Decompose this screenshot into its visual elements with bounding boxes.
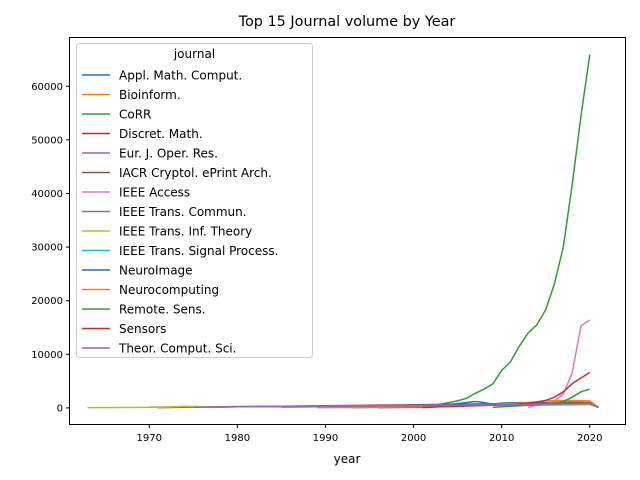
x-tick-label: 1990 bbox=[313, 433, 338, 444]
y-tick-label: 0 bbox=[57, 403, 63, 414]
y-axis-ticks: 0 10000 20000 30000 40000 50000 60000 bbox=[31, 82, 70, 414]
legend: journal Appl. Math. Comput. Bioinform. CoR… bbox=[76, 43, 313, 358]
x-tick-label: 2020 bbox=[577, 433, 602, 444]
legend-entry-label: Bioinform. bbox=[119, 88, 181, 102]
legend-entry-label: IACR Cryptol. ePrint Arch. bbox=[119, 166, 272, 180]
legend-entry-label: Sensors bbox=[119, 322, 166, 336]
legend-entry-label: IEEE Trans. Signal Process. bbox=[119, 244, 278, 258]
y-tick-label: 30000 bbox=[31, 243, 63, 254]
legend-entry-label: Neurocomputing bbox=[119, 283, 219, 297]
y-tick-label: 40000 bbox=[31, 189, 63, 200]
legend-entry-label: Discret. Math. bbox=[119, 127, 203, 141]
x-tick-label: 1970 bbox=[137, 433, 162, 444]
legend-entry-label: IEEE Access bbox=[119, 186, 190, 200]
plot-frame bbox=[69, 37, 626, 425]
legend-entry-label: IEEE Trans. Inf. Theory bbox=[119, 225, 252, 239]
x-tick-label: 2010 bbox=[489, 433, 514, 444]
series-layer bbox=[87, 54, 600, 409]
series-line-13 bbox=[492, 388, 591, 409]
x-axis-ticks: 1970 1980 1990 2000 2010 2020 bbox=[137, 424, 602, 444]
legend-entry-label: NeuroImage bbox=[119, 264, 193, 278]
y-tick-label: 60000 bbox=[31, 82, 63, 93]
y-tick-label: 20000 bbox=[31, 296, 63, 307]
series-line-12 bbox=[316, 399, 600, 409]
series-line-14 bbox=[422, 371, 591, 409]
legend-entry-label: IEEE Trans. Commun. bbox=[119, 205, 247, 219]
legend-entry-label: CoRR bbox=[119, 108, 151, 122]
legend-entry-label: Appl. Math. Comput. bbox=[119, 69, 242, 83]
legend-entry-label: Theor. Comput. Sci. bbox=[118, 342, 236, 356]
legend-entry-label: Remote. Sens. bbox=[119, 303, 206, 317]
legend-box bbox=[76, 43, 313, 358]
y-tick-label: 50000 bbox=[31, 135, 63, 146]
x-tick-label: 2000 bbox=[401, 433, 426, 444]
series-line-15 bbox=[193, 402, 599, 409]
y-tick-label: 10000 bbox=[31, 350, 63, 361]
chart-title: Top 15 Journal volume by Year bbox=[238, 14, 456, 30]
legend-title: journal bbox=[173, 47, 215, 61]
x-tick-label: 1980 bbox=[225, 433, 250, 444]
x-axis-label: year bbox=[334, 452, 361, 466]
legend-entry-label: Eur. J. Oper. Res. bbox=[119, 147, 218, 161]
series-line-3 bbox=[351, 54, 591, 409]
